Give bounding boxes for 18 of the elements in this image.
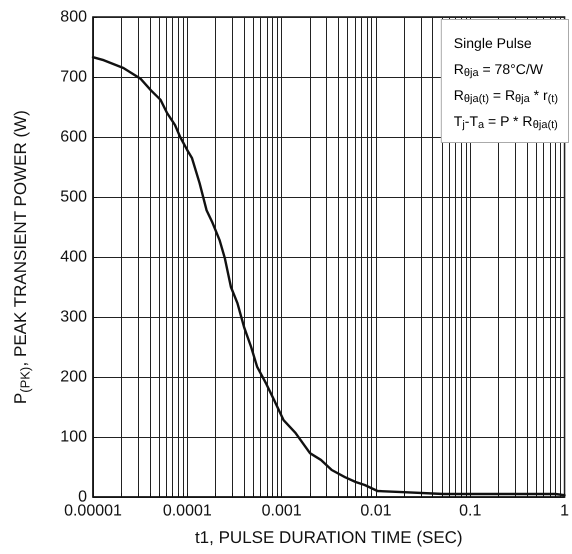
x-tick-label: 0.01: [360, 502, 392, 520]
x-tick-label: 1: [560, 502, 570, 520]
annotation: Single Pulse: [454, 35, 532, 51]
y-tick-label: 700: [60, 68, 88, 86]
y-tick-label: 600: [60, 128, 88, 146]
x-tick-label: 0.1: [459, 502, 482, 520]
y-tick-label: 300: [60, 308, 88, 326]
y-tick-label: 0: [78, 488, 88, 506]
y-tick-label: 500: [60, 188, 88, 206]
x-tick-label: 0.0001: [162, 502, 212, 520]
x-tick-label: 0.001: [262, 502, 302, 520]
x-axis-title: t1, PULSE DURATION TIME (SEC): [194, 528, 463, 547]
y-tick-label: 200: [60, 368, 88, 386]
y-axis-title: P(PK), PEAK TRANSIENT POWER (W): [11, 110, 32, 404]
y-tick-label: 400: [60, 248, 88, 266]
x-tick-label: 0.00001: [64, 502, 122, 520]
y-tick-label: 800: [60, 8, 88, 26]
y-tick-label: 100: [60, 428, 88, 446]
